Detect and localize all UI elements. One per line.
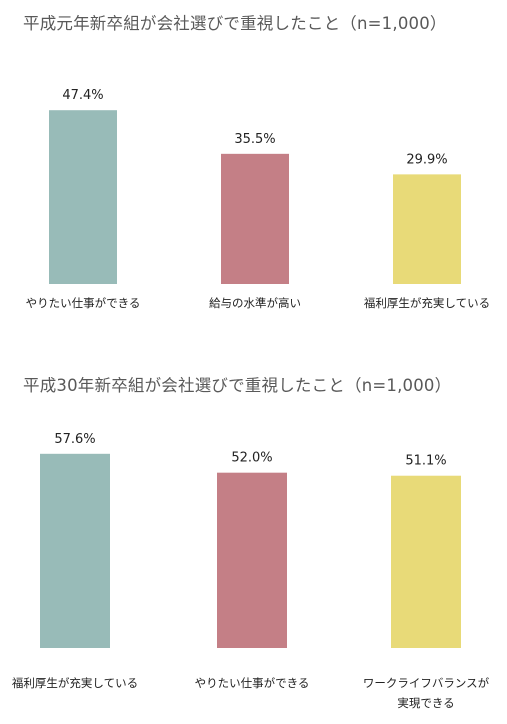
bar	[40, 453, 110, 648]
bar	[221, 153, 289, 284]
chart-1: 平成元年新卒組が会社選びで重視したこと（n=1,000） 47.4% やりたい仕事…	[0, 0, 507, 345]
category-label: ワークライフバランスが実現できる	[363, 676, 490, 710]
data-label: 57.6%	[54, 432, 95, 447]
bar	[217, 472, 287, 648]
chart-1-plot: 47.4% やりたい仕事ができる 35.5% 給与の水準が高い 29.9% 福利厚生が充実…	[26, 88, 490, 310]
chart-2-title: 平成30年新卒組が会社選びで重視したこと（n=1,000）	[23, 376, 452, 395]
bar	[391, 475, 461, 648]
category-label: 福利厚生が充実している	[364, 296, 490, 310]
chart-2-plot: 57.6% 福利厚生が充実している 52.0% やりたい仕事ができる 51.1% ワークラ…	[12, 432, 490, 710]
data-label: 29.9%	[406, 152, 447, 167]
chart-2: 平成30年新卒組が会社選びで重視したこと（n=1,000） 57.6% 福利厚生が…	[0, 362, 507, 724]
category-label: 給与の水準が高い	[209, 296, 301, 310]
data-label: 35.5%	[234, 132, 275, 147]
category-label: やりたい仕事ができる	[195, 676, 310, 690]
category-label: 福利厚生が充実している	[12, 676, 138, 690]
bar	[49, 110, 117, 284]
data-label: 47.4%	[62, 88, 103, 103]
data-label: 51.1%	[405, 454, 446, 469]
chart-1-title: 平成元年新卒組が会社選びで重視したこと（n=1,000）	[23, 14, 447, 33]
data-label: 52.0%	[231, 451, 272, 466]
category-label: やりたい仕事ができる	[26, 296, 141, 310]
bar	[393, 174, 461, 284]
